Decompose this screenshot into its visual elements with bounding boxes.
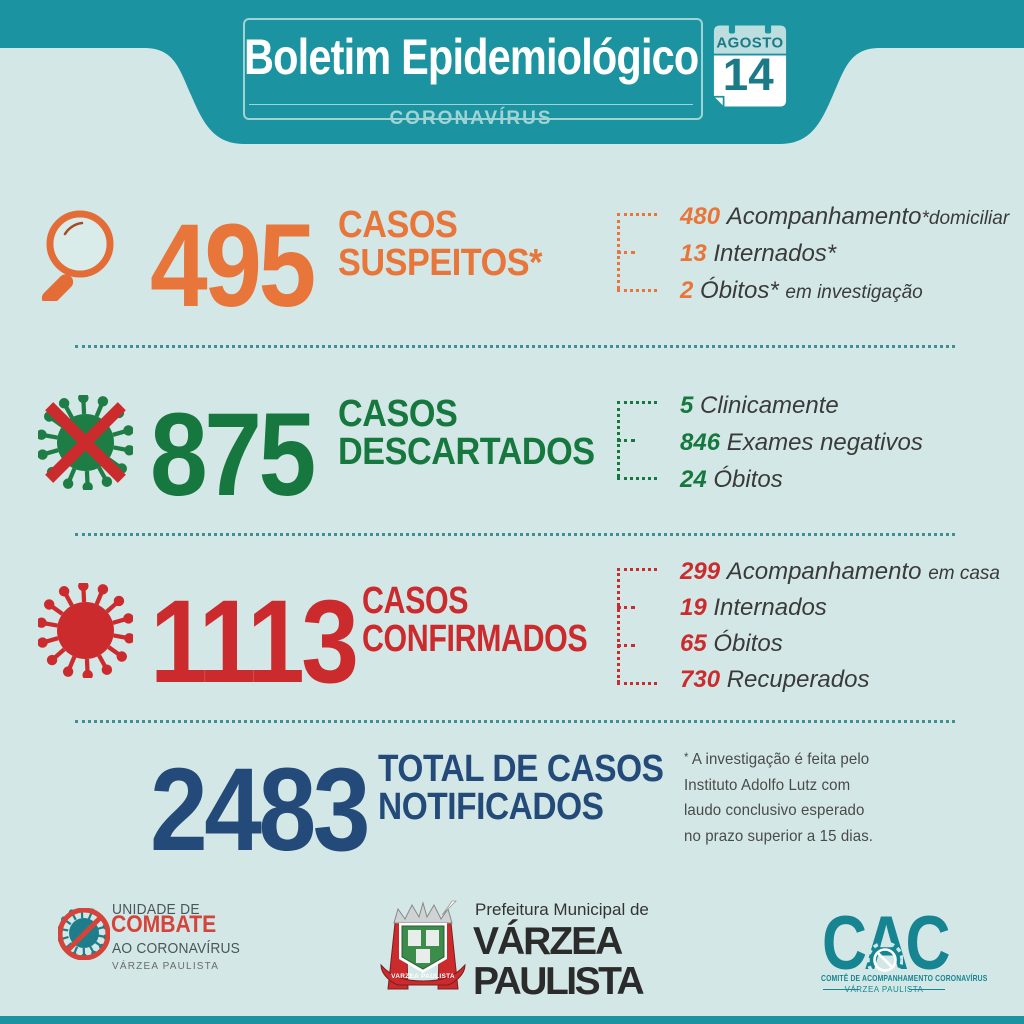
- svg-text:14: 14: [723, 49, 774, 100]
- svg-text:VARZEA PAULISTA: VARZEA PAULISTA: [391, 973, 455, 980]
